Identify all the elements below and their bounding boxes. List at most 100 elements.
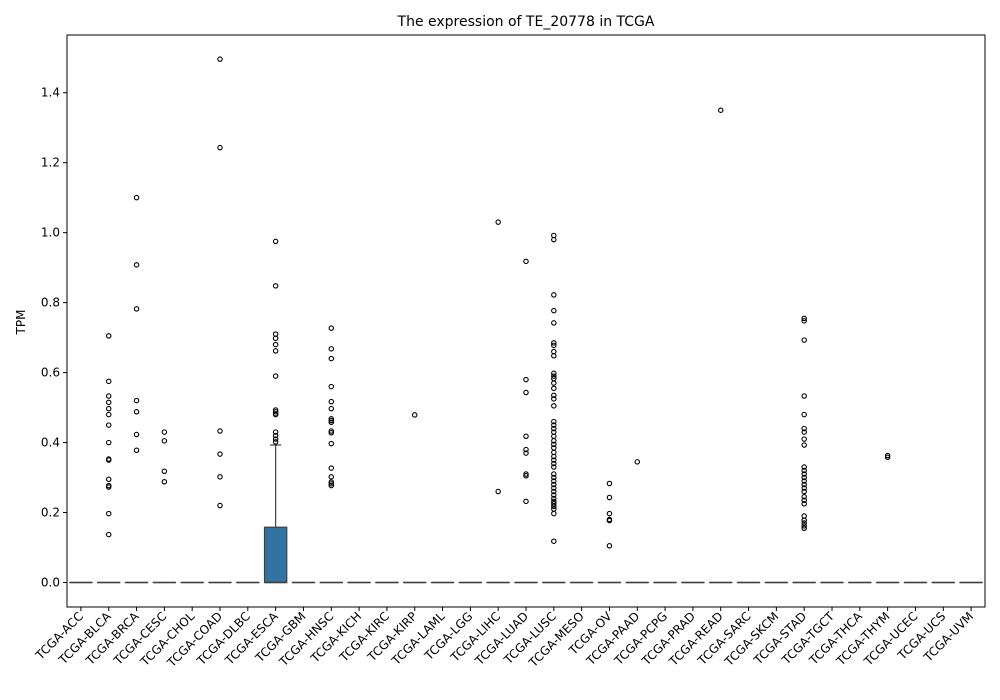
outlier-point	[551, 460, 557, 467]
outlier-point	[161, 479, 168, 485]
outlier-point	[801, 318, 807, 324]
outlier-point	[272, 238, 279, 245]
outlier-point	[105, 333, 112, 339]
outlier-point	[105, 439, 112, 446]
outlier-point	[551, 438, 557, 444]
y-tick-label: 0.6	[41, 366, 60, 380]
outlier-point	[272, 348, 279, 354]
outlier-point	[551, 510, 557, 517]
outlier-point	[551, 474, 557, 481]
outlier-point	[551, 353, 557, 359]
outlier-point	[551, 485, 557, 491]
outlier-point	[801, 315, 807, 322]
outlier-point	[328, 430, 335, 436]
outlier-point	[551, 292, 557, 298]
outlier-point	[801, 523, 807, 529]
box	[263, 526, 288, 584]
outlier-point	[105, 399, 112, 406]
outlier-point	[801, 436, 807, 442]
outlier-point	[801, 488, 807, 495]
outlier-point	[272, 283, 279, 289]
outlier-point	[161, 438, 168, 444]
y-tick-label: 0.8	[41, 296, 60, 310]
outlier-point	[551, 503, 557, 509]
outlier-point	[328, 417, 335, 424]
outlier-point	[551, 380, 557, 386]
outlier-point	[551, 236, 557, 243]
outlier-point	[801, 478, 807, 484]
outlier-point	[551, 538, 557, 544]
outlier-point	[523, 450, 529, 456]
outlier-point	[133, 397, 140, 404]
outlier-point	[717, 107, 724, 113]
outlier-point	[133, 306, 140, 312]
outlier-point	[801, 497, 807, 504]
outlier-point	[606, 480, 613, 487]
outlier-point	[328, 428, 335, 434]
outlier-point	[105, 476, 112, 483]
outlier-point	[272, 411, 279, 418]
outlier-point	[328, 419, 335, 426]
outlier-point	[105, 405, 112, 412]
outlier-point	[272, 429, 279, 435]
outlier-point	[133, 194, 140, 201]
outlier-point	[133, 262, 140, 268]
outlier-point	[328, 383, 335, 390]
outlier-point	[551, 481, 557, 488]
outlier-point	[884, 452, 891, 459]
y-tick-label: 0.2	[41, 506, 60, 520]
outlier-point	[328, 346, 335, 352]
outlier-point	[551, 392, 557, 399]
chart-title: The expression of TE_20778 in TCGA	[397, 14, 655, 30]
outlier-point	[217, 144, 223, 151]
outlier-point	[606, 543, 613, 549]
y-tick-label: 1.2	[41, 156, 60, 170]
outlier-point	[551, 464, 557, 470]
outlier-point	[801, 525, 807, 532]
outlier-point	[523, 446, 529, 453]
outlier-point	[551, 320, 557, 326]
outlier-point	[801, 411, 807, 418]
outlier-point	[105, 378, 112, 385]
outlier-point	[161, 468, 168, 475]
outlier-point	[551, 342, 557, 349]
plot-frame	[66, 34, 986, 608]
outlier-point	[801, 485, 807, 491]
outlier-point	[272, 436, 279, 442]
outlier-point	[801, 337, 807, 343]
outlier-point	[551, 457, 557, 463]
outlier-point	[801, 501, 807, 507]
outlier-point	[551, 396, 557, 402]
outlier-point	[551, 370, 557, 377]
outlier-point	[133, 409, 140, 415]
outlier-point	[551, 495, 557, 502]
outlier-point	[551, 403, 557, 409]
outlier-point	[133, 447, 140, 454]
outlier-point	[272, 373, 279, 379]
outlier-point	[551, 478, 557, 484]
outlier-point	[801, 481, 807, 488]
outlier-point	[801, 520, 807, 526]
outlier-point	[551, 422, 557, 428]
y-axis-label: TPM	[14, 310, 28, 336]
outlier-point	[551, 425, 557, 432]
outlier-point	[105, 484, 112, 490]
outlier-point	[801, 425, 807, 432]
outlier-point	[523, 471, 529, 477]
outlier-point	[523, 258, 529, 265]
outlier-point	[328, 474, 335, 480]
outlier-point	[523, 433, 529, 440]
outlier-point	[105, 422, 112, 428]
outlier-point	[551, 441, 557, 448]
y-tick-label: 1.4	[41, 86, 60, 100]
outlier-point	[328, 440, 335, 447]
outlier-point	[217, 451, 223, 457]
outlier-point	[328, 325, 335, 331]
outlier-point	[328, 398, 335, 405]
outlier-point	[801, 494, 807, 500]
outlier-point	[105, 531, 112, 538]
plot-area: 0.00.20.40.60.81.01.21.4TCGA-ACCTCGA-BLC…	[32, 56, 983, 670]
outlier-point	[551, 307, 557, 314]
outlier-point	[328, 416, 335, 422]
outlier-point	[801, 517, 807, 523]
